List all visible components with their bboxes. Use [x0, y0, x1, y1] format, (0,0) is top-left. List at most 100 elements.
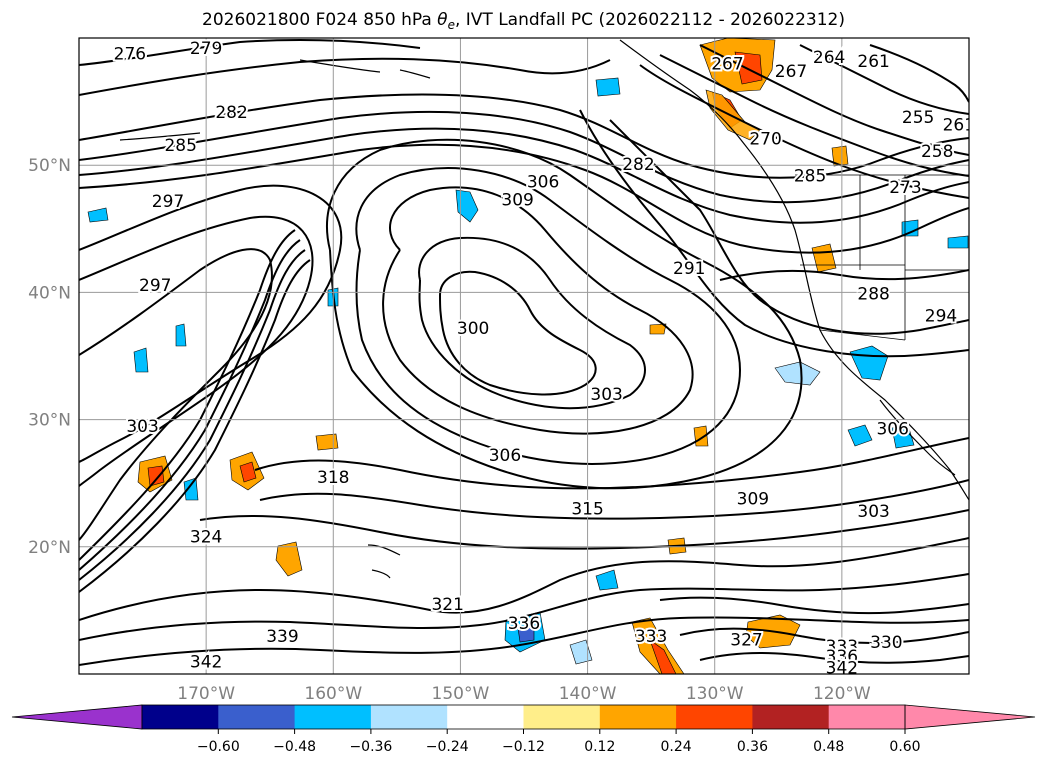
contour-line — [418, 236, 646, 410]
contour-label: 342 — [190, 652, 222, 672]
contour-line — [659, 596, 969, 615]
contour-line — [79, 229, 296, 561]
shade-orange-coast — [705, 89, 761, 141]
map-title: 2026021800 F024 850 hPa θe, IVT Landfall… — [0, 10, 1047, 32]
contour-label-layer: 276 2792822852972973033183243393423213363… — [112, 38, 975, 679]
contour-line — [79, 249, 306, 581]
shade-blue-east-pac — [595, 569, 619, 591]
shade-orange-small2 — [649, 323, 667, 335]
lon-tick-label: 170°W — [177, 684, 235, 704]
coastline-baja — [879, 399, 956, 476]
contour-line — [79, 39, 421, 66]
axis-label-layer: 170°W 160°W 150°W 140°W 130°W 120°W 20°N 30°N 40… — [28, 156, 871, 704]
theta-subscript: e — [447, 18, 455, 32]
state-border — [795, 174, 969, 341]
colorbar-segment — [370, 705, 448, 729]
contour-label: 264 — [813, 48, 845, 68]
contour-line — [609, 119, 969, 335]
colorbar-segment — [752, 705, 830, 729]
contour-label: 261 — [943, 115, 975, 135]
shade-blue-wpac1 — [87, 207, 109, 223]
contour-layer — [79, 39, 969, 666]
contour-label: 315 — [571, 500, 603, 520]
shade-red-south1 — [649, 639, 677, 674]
contour-label: 306 — [527, 173, 559, 193]
ocean-background — [79, 38, 969, 674]
contour-label: 291 — [673, 259, 705, 279]
gridline-layer — [79, 38, 969, 674]
contour-line — [79, 127, 969, 224]
shade-orange-small3 — [831, 145, 849, 167]
contour-label: 309 — [737, 489, 769, 509]
contour-label: 285 — [164, 136, 196, 156]
contour-line — [79, 110, 969, 204]
contour-line — [79, 239, 301, 571]
title-suffix: , IVT Landfall PC (2026022112 - 20260223… — [454, 10, 845, 30]
lat-tick-label: 20°N — [28, 538, 71, 558]
contour-label: 342 — [826, 659, 858, 679]
colorbar-tick-label: 0.60 — [889, 739, 920, 755]
colorbar-segment — [523, 705, 601, 729]
contour-line — [869, 44, 969, 103]
colorbar-segment — [142, 705, 219, 729]
shade-blue-wpac2 — [595, 77, 621, 97]
colorbar-tick-label: 0.36 — [737, 739, 768, 755]
lon-tick-label: 160°W — [304, 684, 362, 704]
colorbar-extend-high — [904, 704, 1036, 730]
contour-label: 303 — [857, 502, 889, 522]
colorbar-tick-label: −0.48 — [273, 739, 316, 755]
coastline-north-america — [619, 39, 969, 501]
shade-orange-mid2 — [315, 433, 339, 451]
colorbar-tick-label: 0.48 — [813, 739, 844, 755]
colorbar-segment — [447, 705, 524, 729]
shade-orange-sw3 — [275, 541, 303, 577]
colorbar: −0.60 −0.48 −0.36 −0.24 −0.12 0.12 0.24 0.36 0.4… — [11, 704, 1036, 755]
contour-label: 339 — [266, 627, 298, 647]
colorbar-tick-label: −0.12 — [502, 739, 545, 755]
contour-label: 336 — [826, 647, 858, 667]
contour-label: 327 — [730, 631, 762, 651]
shade-blue-small2 — [175, 323, 187, 347]
colorbar-tick-label: −0.36 — [349, 739, 392, 755]
contour-label: 321 — [431, 595, 463, 615]
contour-line — [579, 109, 969, 358]
contour-label: 333 — [826, 637, 858, 657]
colorbar-tick-label: −0.24 — [426, 739, 469, 755]
contour-line — [326, 138, 803, 490]
contour-line — [254, 437, 969, 490]
shade-red-sw1 — [147, 465, 165, 487]
contour-label: 282 — [215, 103, 247, 123]
contour-line — [79, 537, 969, 621]
contour-line — [79, 248, 273, 541]
colorbar-segment — [599, 705, 677, 729]
lon-tick-label: 140°W — [559, 684, 617, 704]
contour-label: 306 — [876, 420, 908, 440]
contour-label: 261 — [857, 52, 889, 72]
contour-label: 270 — [749, 129, 781, 149]
colorbar-segment — [676, 705, 753, 729]
shade-blue-small6 — [947, 235, 969, 249]
contour-label: 306 — [489, 446, 521, 466]
contour-label: 285 — [794, 166, 826, 186]
contour-line — [79, 57, 611, 96]
contour-line — [382, 186, 694, 435]
contour-label: 309 — [501, 191, 533, 211]
shade-blue-small5 — [901, 219, 919, 237]
shade-lightblue-south — [569, 639, 593, 665]
shade-red-sw2 — [239, 461, 257, 483]
shading-layer — [87, 38, 969, 674]
contour-line — [659, 54, 969, 177]
contour-line — [79, 93, 969, 179]
lat-tick-label: 30°N — [28, 411, 71, 431]
contour-label: 276 — [114, 44, 146, 64]
map-area: 276 2792822852972973033183243393423213363… — [79, 38, 975, 679]
contour-line — [719, 269, 969, 281]
lat-tick-label: 50°N — [28, 156, 71, 176]
contour-label: 303 — [126, 417, 158, 437]
colorbar-segment — [218, 705, 296, 729]
contour-line — [699, 44, 969, 156]
contour-line — [79, 184, 343, 463]
colorbar-tick-label: 0.24 — [661, 739, 692, 755]
contour-line — [79, 143, 969, 254]
